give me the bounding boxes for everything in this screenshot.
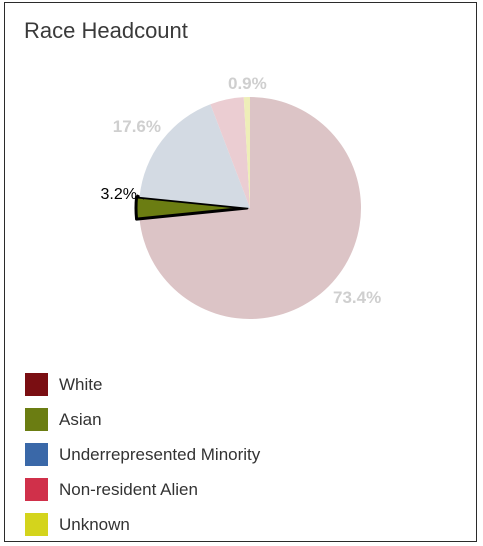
pie-chart: 73.4% 3.2% 17.6% 0.9% — [101, 74, 381, 319]
legend-swatch — [25, 443, 48, 466]
data-label-unknown: 0.9% — [228, 74, 267, 93]
chart-title: Race Headcount — [24, 18, 188, 43]
legend-swatch — [25, 478, 48, 501]
data-label-connector-asian — [136, 194, 145, 200]
pie-slice-unknown[interactable] — [243, 97, 250, 208]
data-label-underrepresented-minority: 17.6% — [113, 117, 161, 136]
legend-label: Unknown — [59, 514, 130, 534]
chart-panel: Race Headcount 73.4% 3.2% 17.6% 0.9% White A… — [4, 2, 477, 542]
legend-item-asian[interactable]: Asian — [25, 402, 260, 437]
legend-item-non-resident-alien[interactable]: Non-resident Alien — [25, 472, 260, 507]
legend-item-unknown[interactable]: Unknown — [25, 507, 260, 542]
pie-slice-non-resident-alien[interactable] — [210, 97, 250, 208]
legend-item-underrepresented-minority[interactable]: Underrepresented Minority — [25, 437, 260, 472]
pie-slice-underrepresented-minority[interactable] — [139, 104, 250, 208]
legend-item-white[interactable]: White — [25, 367, 260, 402]
chart-legend: White Asian Underrepresented Minority Non-r… — [25, 367, 260, 542]
legend-label: White — [59, 374, 103, 394]
legend-label: Non-resident Alien — [59, 479, 198, 499]
pie-slice-asian[interactable] — [134, 195, 249, 221]
legend-label: Asian — [59, 409, 102, 429]
legend-swatch — [25, 513, 48, 536]
data-label-white: 73.4% — [333, 288, 381, 307]
data-label-asian: 3.2% — [101, 186, 137, 203]
pie-slice-white[interactable] — [139, 97, 361, 319]
legend-swatch — [25, 373, 48, 396]
legend-label: Underrepresented Minority — [59, 444, 261, 464]
legend-swatch — [25, 408, 48, 431]
